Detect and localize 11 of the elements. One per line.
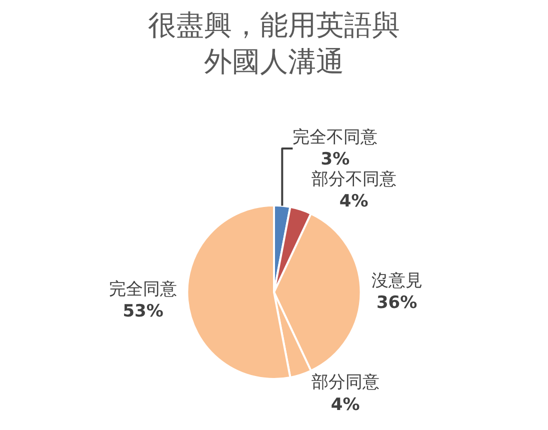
slice-label: 部分不同意	[311, 170, 396, 190]
slice-label: 部分同意	[311, 372, 380, 393]
slice-label: 沒意見	[371, 271, 422, 292]
chart-title: 很盡興，能用英語與外國人溝通	[148, 8, 400, 78]
data-label: 53%	[122, 302, 164, 322]
data-label: 3%	[320, 150, 350, 170]
slice-label: 完全同意	[109, 280, 178, 300]
data-label: 4%	[339, 192, 368, 212]
data-label: 36%	[376, 293, 418, 314]
slice-label: 完全不同意	[292, 127, 378, 148]
data-label: 4%	[330, 394, 360, 415]
